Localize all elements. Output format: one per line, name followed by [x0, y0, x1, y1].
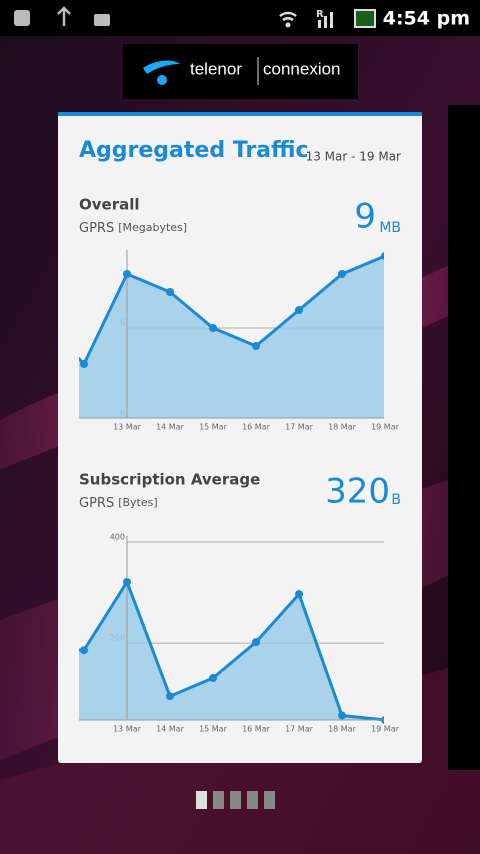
page-dot[interactable]: [196, 791, 207, 809]
logo-box: [123, 44, 358, 99]
x-tick-label: 16 Mar: [242, 423, 271, 432]
data-point: [381, 252, 384, 260]
signal-bar: [318, 20, 321, 28]
usb-icon: [57, 6, 71, 26]
x-tick-label: 15 Mar: [199, 725, 228, 734]
status-icon: [14, 10, 30, 26]
unit-label: [Megabytes]: [118, 221, 187, 234]
data-point: [80, 360, 88, 368]
subtitle-text: GPRS: [79, 496, 114, 511]
chart-title: Subscription Average: [79, 471, 260, 489]
signal-bar: [330, 12, 333, 28]
page-dot[interactable]: [213, 791, 224, 809]
data-point: [252, 342, 260, 350]
area-fill: [79, 581, 384, 720]
x-tick-label: 18 Mar: [328, 423, 357, 432]
signal-bar: [324, 16, 327, 28]
battery-icon: [354, 9, 376, 28]
brand-name: telenor: [190, 59, 242, 78]
x-tick-label: 19 Mar: [371, 423, 400, 432]
android-icon: [94, 14, 110, 26]
logo-mark: [143, 60, 180, 74]
page-dot[interactable]: [247, 791, 258, 809]
card-title: Aggregated Traffic: [79, 138, 309, 163]
data-point: [338, 711, 346, 720]
x-tick-label: 16 Mar: [242, 725, 271, 734]
roaming-indicator: R: [316, 9, 324, 20]
data-point: [252, 638, 260, 647]
headline-unit: B: [391, 492, 401, 508]
date-range: 13 Mar - 19 Mar: [306, 150, 401, 164]
headline-value: 9: [354, 197, 376, 237]
unit-label: [Bytes]: [118, 496, 157, 509]
headline-value: 320: [325, 472, 390, 512]
data-point: [80, 646, 88, 655]
data-point: [166, 692, 174, 701]
data-point: [295, 590, 303, 599]
data-point: [209, 674, 217, 683]
x-tick-label: 14 Mar: [156, 725, 185, 734]
chart-subtitle: GPRS [Megabytes]: [79, 221, 187, 236]
page-dot[interactable]: [230, 791, 241, 809]
data-point: [123, 577, 131, 586]
x-tick-label: 17 Mar: [285, 725, 314, 734]
plot: [79, 250, 384, 418]
y-tick-label: 400: [110, 533, 125, 542]
x-tick-label: 17 Mar: [285, 423, 314, 432]
data-point: [338, 270, 346, 278]
data-point: [166, 288, 174, 296]
x-tick-label: 15 Mar: [199, 423, 228, 432]
x-tick-label: 13 Mar: [113, 725, 142, 734]
page-dot[interactable]: [264, 791, 275, 809]
x-tick-label: 19 Mar: [371, 725, 400, 734]
card-accent: [58, 112, 422, 116]
x-tick-label: 13 Mar: [113, 423, 142, 432]
logo-mark: [157, 75, 167, 85]
status-bar: [0, 0, 480, 36]
clock: 4:54 pm: [383, 8, 470, 30]
wifi-icon: [285, 22, 291, 28]
chart-title: Overall: [79, 196, 140, 214]
data-point: [295, 306, 303, 314]
plot: [79, 536, 384, 724]
product-name: connexion: [263, 59, 341, 78]
data-point: [123, 270, 131, 278]
x-tick-label: 14 Mar: [156, 423, 185, 432]
data-point: [209, 324, 217, 332]
subtitle-text: GPRS: [79, 221, 114, 236]
widget-card: [58, 112, 422, 763]
headline-unit: MB: [379, 220, 401, 236]
wifi-icon: [279, 11, 297, 22]
side-panel: [448, 105, 480, 770]
chart-subtitle: GPRS [Bytes]: [79, 496, 158, 511]
x-tick-label: 18 Mar: [328, 725, 357, 734]
